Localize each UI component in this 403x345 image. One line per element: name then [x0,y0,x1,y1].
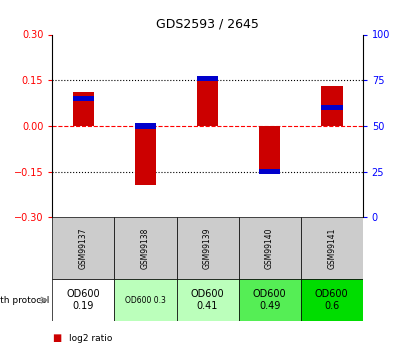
FancyBboxPatch shape [177,279,239,321]
Text: GSM99140: GSM99140 [265,228,274,269]
FancyBboxPatch shape [239,279,301,321]
Bar [259,126,280,173]
Text: log2 ratio: log2 ratio [69,334,112,343]
Text: GSM99141: GSM99141 [327,228,336,269]
Bar [197,76,218,81]
Text: ■: ■ [52,333,62,343]
FancyBboxPatch shape [114,279,177,321]
Bar [73,96,94,101]
Text: OD600
0.49: OD600 0.49 [253,289,287,311]
Text: GSM99139: GSM99139 [203,228,212,269]
Title: GDS2593 / 2645: GDS2593 / 2645 [156,18,259,31]
Bar [321,86,343,126]
Bar [135,123,156,129]
FancyBboxPatch shape [52,217,114,279]
Text: GSM99137: GSM99137 [79,228,88,269]
FancyBboxPatch shape [52,279,114,321]
Bar [321,105,343,110]
Bar [135,126,156,185]
Bar [259,169,280,174]
Bar [73,92,94,126]
FancyBboxPatch shape [239,217,301,279]
FancyBboxPatch shape [301,217,363,279]
Text: OD600 0.3: OD600 0.3 [125,296,166,305]
Text: GSM99138: GSM99138 [141,228,150,269]
Text: OD600
0.41: OD600 0.41 [191,289,224,311]
Bar [197,79,218,126]
FancyBboxPatch shape [177,217,239,279]
Text: OD600
0.6: OD600 0.6 [315,289,349,311]
Text: growth protocol: growth protocol [0,296,49,305]
FancyBboxPatch shape [114,217,177,279]
FancyBboxPatch shape [301,279,363,321]
Text: OD600
0.19: OD600 0.19 [66,289,100,311]
